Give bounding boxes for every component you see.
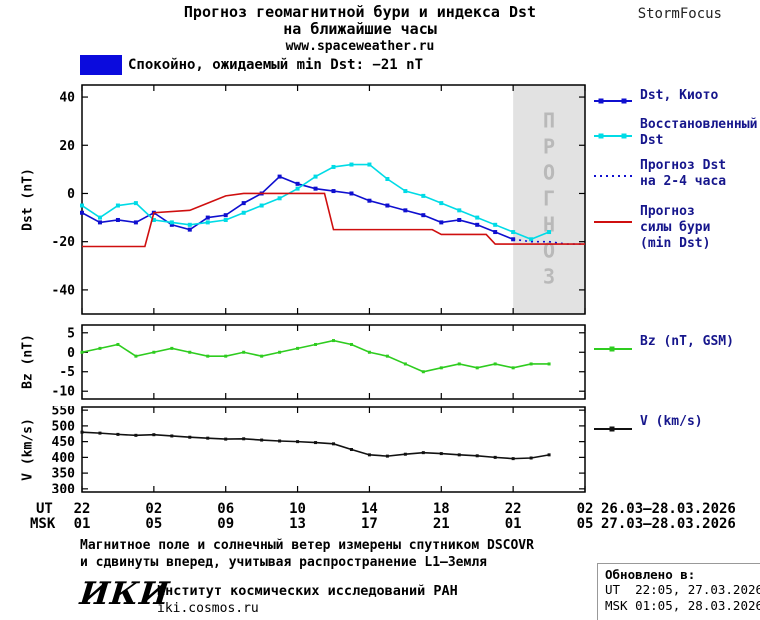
svg-text:350: 350 <box>52 467 76 482</box>
msk-row-tick-label: 05 <box>576 516 594 532</box>
ut-tick-row: 22 02 06 10 14 18 22 02 <box>0 501 760 517</box>
ut-row-tick-label: 18 <box>432 501 450 517</box>
svg-text:-5: -5 <box>59 365 75 380</box>
msk-row-tick-label: 17 <box>360 516 378 532</box>
legend-swatch-v <box>594 419 632 432</box>
page-title-line1: Прогноз геомагнитной бури и индекса Dst <box>183 3 537 21</box>
svg-text:300: 300 <box>52 482 76 493</box>
ut-row-tick-label: 10 <box>289 501 306 517</box>
msk-row-tick-label: 21 <box>432 516 450 532</box>
ut-date-range: 26.03—28.03.2026 <box>601 501 736 517</box>
ut-row-tick-label: 14 <box>360 501 378 517</box>
legend-swatch-restored-dst <box>594 126 632 139</box>
msk-row-tick-label: 01 <box>73 516 91 532</box>
header: Прогноз геомагнитной бури и индекса Dst … <box>30 3 690 55</box>
legend-bz: Bz (nT, GSM) <box>640 334 734 349</box>
msk-row-tick-label: 01 <box>504 516 522 532</box>
svg-text:-10: -10 <box>52 385 76 400</box>
legend-restored-line2: Dst <box>640 133 664 148</box>
msk-row-tick-label: 05 <box>145 516 163 532</box>
svg-text:500: 500 <box>52 419 76 434</box>
legend-forecast-storm-line3: (min Dst) <box>640 236 711 251</box>
status-text: Спокойно, ожидаемый min Dst: −21 nT <box>128 57 424 73</box>
legend-swatch-forecast-dst <box>594 166 632 177</box>
legend-swatch-bz <box>594 339 632 352</box>
brand-stormfocus: StormFocus <box>637 6 722 22</box>
updated-ut: UT 22:05, 27.03.2026 <box>605 582 760 597</box>
svg-text:О: О <box>543 161 555 185</box>
legend-forecast-storm-line2: силы бури <box>640 220 711 235</box>
svg-text:Г: Г <box>543 187 555 211</box>
svg-text:Р: Р <box>543 135 555 159</box>
msk-axis-label: MSK <box>30 516 56 532</box>
legend-forecast-dst-line2: на 2-4 часа <box>640 174 727 189</box>
spaceweather-url: www.spaceweather.ru <box>285 39 435 54</box>
msk-row-tick-label: 09 <box>217 516 235 532</box>
svg-text:0: 0 <box>67 187 75 202</box>
svg-text:Н: Н <box>543 213 555 237</box>
svg-text:-40: -40 <box>52 283 76 298</box>
msk-date-range: 27.03—28.03.2026 <box>601 516 736 532</box>
legend-forecast-dst-line1: Прогноз Dst <box>640 158 727 173</box>
svg-text:З: З <box>543 265 555 289</box>
institute-name: Институт космических исследований РАН <box>157 583 458 599</box>
footnote-line1: Магнитное поле и солнечный ветер измерен… <box>80 538 534 553</box>
updated-label: Обновлено в: <box>605 567 696 582</box>
svg-text:20: 20 <box>59 139 75 154</box>
updated-msk: MSK 01:05, 28.03.2026 <box>605 598 760 613</box>
ut-row-tick-label: 22 <box>504 501 522 517</box>
svg-text:400: 400 <box>52 451 76 466</box>
legend-v: V (km/s) <box>640 414 703 429</box>
ut-row-tick-label: 02 <box>145 501 163 517</box>
bz-chart: 5 0 -5 -10 <box>52 324 586 400</box>
iki-url: iki.cosmos.ru <box>157 601 259 616</box>
legend-swatch-forecast-storm <box>594 212 632 223</box>
footnote-line2: и сдвинуты вперед, учитывая распростране… <box>80 555 487 570</box>
legend-restored-line1: Восстановленный <box>640 117 758 132</box>
legend-swatch-dst-kyoto <box>594 91 632 104</box>
svg-text:450: 450 <box>52 435 76 450</box>
page-title-line2: на ближайшие часы <box>283 20 437 38</box>
ut-row-tick-label: 02 <box>576 501 594 517</box>
legend-dst-kyoto: Dst, Киото <box>640 88 719 103</box>
ut-row-tick-label: 22 <box>73 501 91 517</box>
msk-row-tick-label: 13 <box>289 516 306 532</box>
svg-text:40: 40 <box>59 91 75 106</box>
ut-axis-label: UT <box>36 501 53 517</box>
svg-text:550: 550 <box>52 406 76 419</box>
svg-text:0: 0 <box>67 346 75 361</box>
legend-forecast-storm-line1: Прогноз <box>640 204 695 219</box>
svg-text:5: 5 <box>67 326 75 341</box>
status-color-swatch <box>80 55 122 75</box>
svg-text:П: П <box>543 109 555 133</box>
ut-row-tick-label: 06 <box>217 501 235 517</box>
updated-block: Обновлено в: UT 22:05, 27.03.2026 MSK 01… <box>597 563 760 620</box>
svg-text:-20: -20 <box>52 235 76 250</box>
msk-tick-row: 01 05 09 13 17 21 01 05 <box>0 516 760 532</box>
